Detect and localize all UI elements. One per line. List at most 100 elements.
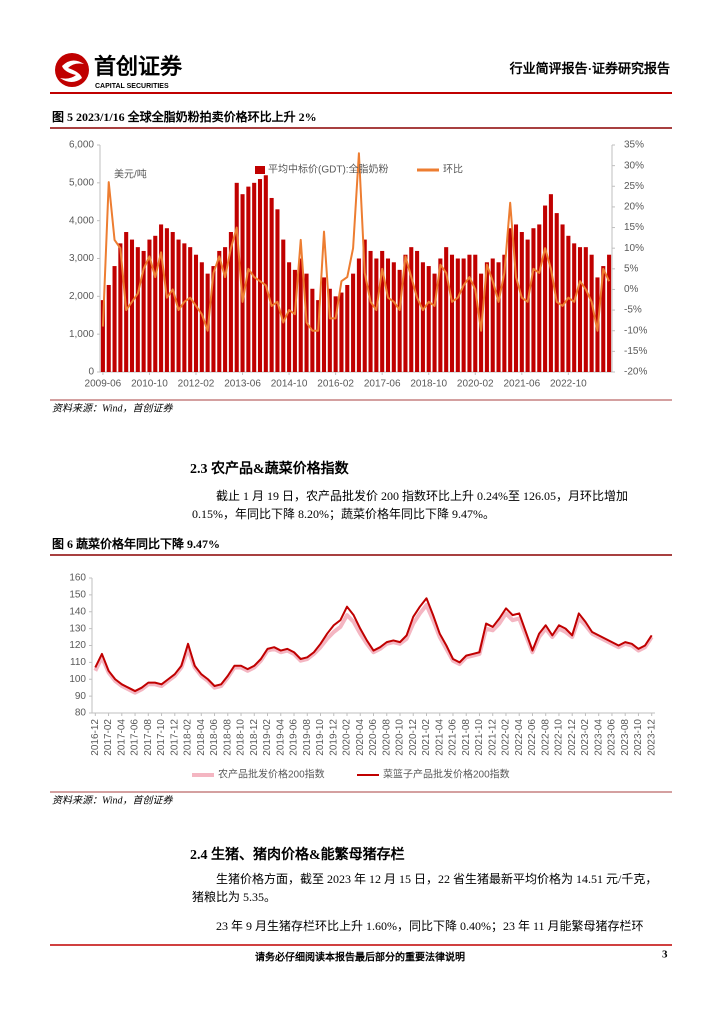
legend-label: 菜篮子产品批发价格200指数 (383, 768, 510, 781)
x-tick-label: 2022-12 (567, 719, 578, 756)
bar (607, 254, 612, 372)
footer-note: 请务必仔细阅读本报告最后部分的重要法律说明 (255, 950, 465, 963)
bar (537, 224, 542, 372)
x-tick-label: 2017-02 (103, 719, 114, 756)
x-tick-label: 2016-12 (90, 719, 101, 756)
bar (223, 247, 228, 372)
y-tick-label: 130 (69, 623, 86, 634)
x-tick-label: 2020-08 (381, 719, 392, 756)
paragraph-line: 生猪价格方面，截至 2023 年 12 月 15 日，22 省生猪最新平均价格为… (216, 871, 657, 886)
x-tick-label: 2019-04 (275, 719, 286, 756)
x-tick-label: 2022-08 (540, 719, 551, 756)
y-tick-label: 100 (69, 674, 86, 685)
bar (601, 266, 606, 372)
bar (257, 179, 263, 372)
figure-title: 图 5 2023/1/16 全球全脂奶粉拍卖价格环比上升 2% (52, 109, 317, 124)
page-number: 3 (662, 949, 668, 961)
x-tick-label: 2019-02 (262, 719, 273, 756)
bar (449, 254, 455, 372)
bar (234, 182, 239, 372)
y-tick-label: 5,000 (69, 177, 94, 188)
x-tick-label: 2018-10 (410, 379, 447, 390)
x-tick-label: 2019-06 (289, 719, 300, 756)
x-tick-label: 2022-10 (554, 719, 565, 756)
bar (351, 273, 356, 372)
logo-icon (55, 53, 89, 87)
bar (129, 239, 135, 372)
x-tick-label: 2023-02 (580, 719, 591, 756)
bar (572, 243, 577, 372)
x-tick-label: 2017-06 (130, 719, 141, 756)
y2-tick-label: 35% (624, 140, 644, 151)
bar (415, 250, 420, 372)
x-tick-label: 2019-12 (328, 719, 339, 756)
bar (432, 273, 437, 372)
bar (356, 258, 361, 372)
bar (182, 243, 187, 372)
y2-tick-label: -15% (624, 346, 647, 357)
x-tick-label: 2023-08 (620, 719, 631, 756)
bar (292, 269, 297, 372)
bar (490, 258, 495, 372)
y2-tick-label: 20% (624, 202, 644, 213)
legend-swatch (255, 166, 265, 174)
bar (403, 254, 408, 372)
x-tick-label: 2018-06 (209, 719, 220, 756)
y-tick-label: 2,000 (69, 291, 94, 302)
legend-label: 农产品批发价格200指数 (218, 768, 325, 781)
bar (170, 232, 175, 372)
x-tick-label: 2022-10 (550, 379, 587, 390)
x-tick-label: 2023-04 (593, 719, 604, 756)
x-tick-label: 2018-08 (222, 719, 233, 756)
x-tick-label: 2022-04 (514, 719, 525, 756)
bar (438, 258, 443, 372)
unit-label: 美元/吨 (114, 168, 147, 181)
bar (147, 239, 152, 372)
x-tick-label: 2020-12 (408, 719, 419, 756)
bar (345, 284, 350, 372)
bar (484, 262, 489, 372)
y-tick-label: 0 (88, 367, 94, 378)
bar (141, 250, 146, 372)
bar (513, 224, 519, 372)
bar (275, 209, 280, 372)
bar (385, 258, 391, 372)
x-tick-label: 2021-10 (474, 719, 485, 756)
bar (583, 247, 588, 372)
bar (548, 194, 553, 372)
bar (112, 266, 117, 372)
bar (525, 239, 530, 372)
paragraph-line: 截止 1 月 19 日，农产品批发价 200 指数环比上升 0.24%至 126… (216, 488, 628, 503)
x-tick-label: 2018-10 (236, 719, 247, 756)
logo-text: 首创证券 (94, 54, 183, 80)
line-series (94, 597, 653, 693)
x-tick-label: 2017-08 (143, 719, 154, 756)
x-tick-label: 2016-02 (317, 379, 354, 390)
bar (543, 205, 548, 372)
y-tick-label: 6,000 (69, 140, 94, 151)
logo-en: CAPITAL SECURITIES (95, 83, 169, 90)
section-title: 2.4 生猪、猪肉价格&能繁母猪存栏 (190, 846, 405, 863)
bar (566, 235, 571, 372)
y-tick-label: 110 (70, 657, 86, 668)
x-tick-label: 2021-06 (448, 719, 459, 756)
figure-source: 资料来源：Wind，首创证券 (52, 402, 174, 414)
y-tick-label: 80 (75, 708, 87, 719)
bar (554, 213, 559, 372)
x-tick-label: 2020-10 (395, 719, 406, 756)
figure-title: 图 6 蔬菜价格年同比下降 9.47% (52, 536, 220, 551)
x-tick-label: 2021-12 (487, 719, 498, 756)
bar (455, 258, 460, 372)
bar (240, 194, 245, 372)
bar (473, 254, 478, 372)
paragraph-line: 0.15%，年同比下降 8.20%；蔬菜价格年同比下降 9.47%。 (192, 506, 495, 521)
x-tick-label: 2010-10 (131, 379, 168, 390)
bar (153, 235, 158, 372)
paragraph-line: 猪粮比为 5.35。 (192, 889, 276, 904)
bar (100, 300, 105, 372)
x-tick-label: 2020-06 (368, 719, 379, 756)
x-tick-label: 2020-02 (457, 379, 494, 390)
bar (397, 269, 402, 372)
bar (106, 284, 111, 372)
